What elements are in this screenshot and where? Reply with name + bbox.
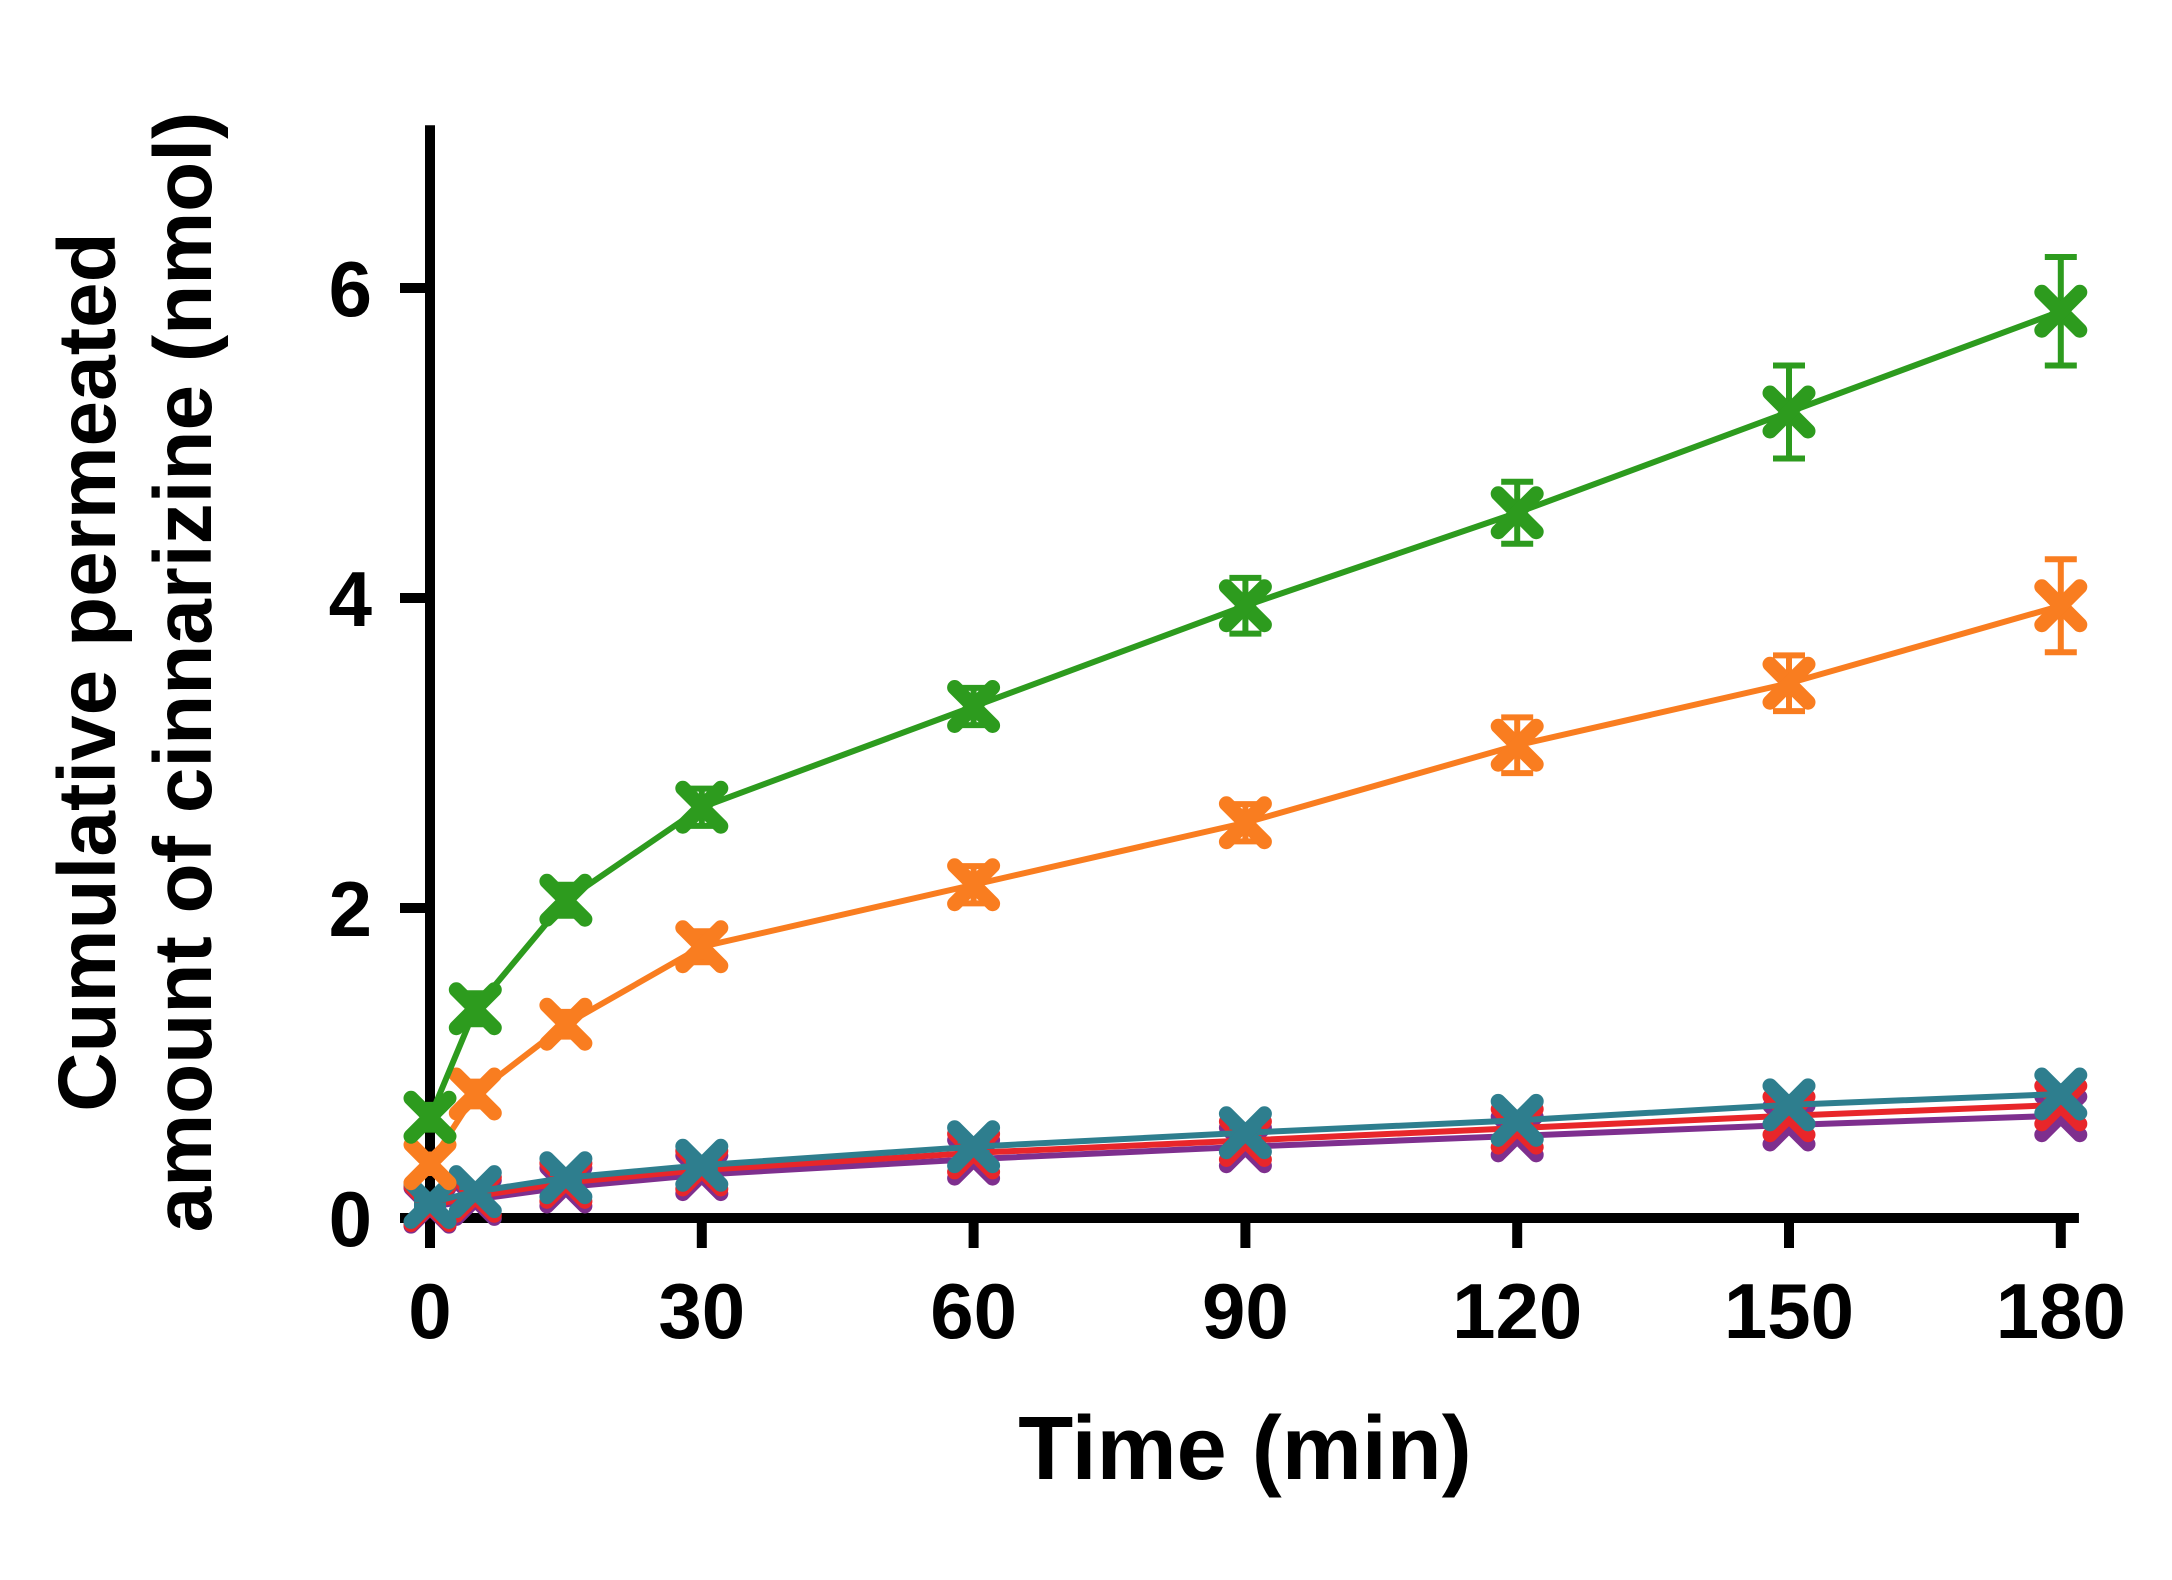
series-teal-markers bbox=[403, 1067, 2088, 1229]
series-green-error-bars bbox=[414, 254, 2077, 1133]
series-orange bbox=[403, 556, 2088, 1191]
x-tick-label: 150 bbox=[1724, 1267, 1854, 1355]
series-green-markers bbox=[403, 284, 2088, 1144]
y-tick-label: 0 bbox=[329, 1175, 372, 1263]
x-axis-title: Time (min) bbox=[1018, 1399, 1472, 1499]
series-teal bbox=[403, 1067, 2088, 1229]
x-tick-label: 30 bbox=[658, 1267, 745, 1355]
y-tick-label: 4 bbox=[329, 555, 372, 643]
y-tick-label: 2 bbox=[329, 865, 372, 953]
x-tick-label: 0 bbox=[408, 1267, 451, 1355]
y-axis-ticks: 0 2 4 6 bbox=[329, 245, 430, 1263]
series-orange-markers bbox=[403, 579, 2088, 1191]
series-green bbox=[403, 254, 2088, 1144]
series-orange-line bbox=[427, 602, 2062, 1166]
y-tick-label: 6 bbox=[329, 245, 372, 333]
series-orange-error-bars bbox=[414, 556, 2077, 1177]
x-tick-label: 90 bbox=[1202, 1267, 1289, 1355]
series-green-line bbox=[427, 308, 2062, 1119]
x-tick-label: 120 bbox=[1452, 1267, 1582, 1355]
x-tick-label: 60 bbox=[930, 1267, 1017, 1355]
x-axis-ticks: 0 30 60 90 120 150 180 bbox=[408, 1218, 2126, 1355]
x-tick-label: 180 bbox=[1996, 1267, 2126, 1355]
